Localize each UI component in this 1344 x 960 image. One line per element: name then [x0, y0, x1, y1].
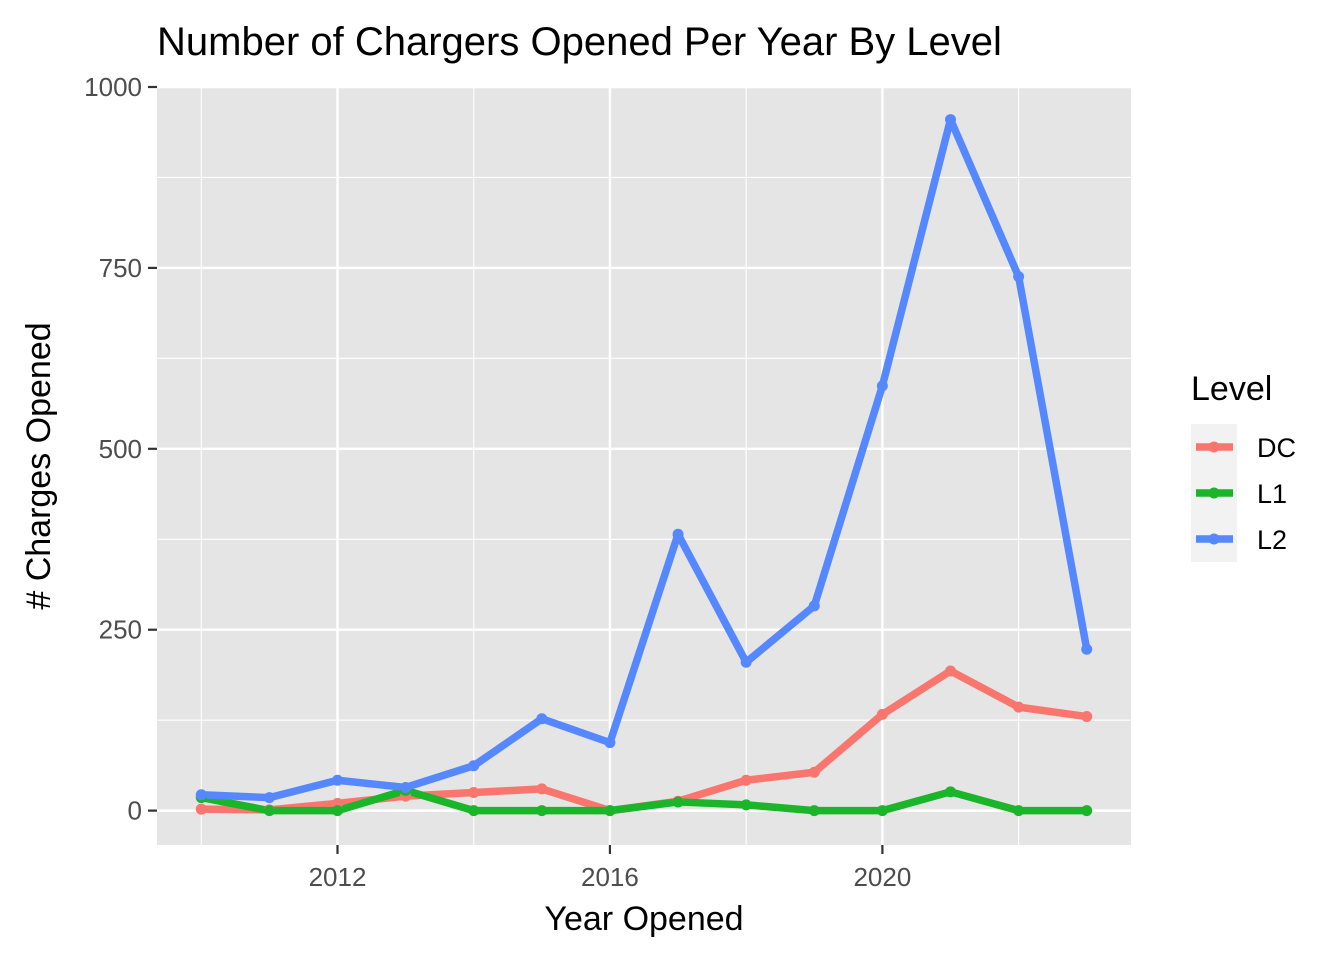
- data-point-dc: [945, 665, 957, 677]
- data-point-l1: [945, 786, 957, 798]
- data-point-l1: [1013, 805, 1025, 817]
- data-point-dc: [1013, 701, 1025, 713]
- data-point-l2: [1013, 271, 1025, 283]
- data-point-l2: [945, 114, 957, 126]
- data-point-l2: [1081, 643, 1093, 655]
- data-point-l2: [195, 789, 207, 801]
- legend-title: Level: [1191, 370, 1272, 408]
- legend-key-point-l1: [1208, 487, 1220, 499]
- y-tick-label: 500: [99, 434, 142, 464]
- data-point-l1: [808, 805, 820, 817]
- data-point-l1: [876, 805, 888, 817]
- legend-item-dc: DC: [1191, 424, 1296, 470]
- data-point-dc: [536, 783, 548, 795]
- data-point-dc: [740, 774, 752, 786]
- legend-key-point-dc: [1208, 441, 1220, 453]
- x-tick-label: 2012: [309, 862, 367, 892]
- data-point-l1: [604, 805, 616, 817]
- y-tick-label: 250: [99, 615, 142, 645]
- legend-items: DC L1 L2: [1191, 424, 1296, 562]
- data-point-dc: [195, 803, 207, 815]
- data-point-l1: [468, 805, 480, 817]
- data-point-l1: [740, 799, 752, 811]
- data-point-l1: [331, 805, 343, 817]
- x-axis-label: Year Opened: [544, 900, 743, 938]
- legend-key-point-l2: [1208, 533, 1220, 545]
- legend-label-l2: L2: [1257, 525, 1287, 555]
- plot-panel: [157, 87, 1131, 845]
- data-point-l1: [1081, 805, 1093, 817]
- data-point-l2: [740, 656, 752, 668]
- data-point-dc: [876, 708, 888, 720]
- data-point-l2: [672, 528, 684, 540]
- data-point-l1: [263, 805, 275, 817]
- y-tick-label: 750: [99, 253, 142, 283]
- data-point-l1: [672, 796, 684, 808]
- series-points: [195, 114, 1093, 817]
- data-point-dc: [468, 787, 480, 799]
- data-point-l2: [468, 760, 480, 772]
- data-point-l2: [876, 380, 888, 392]
- data-point-dc: [1081, 711, 1093, 723]
- x-axis: 2012 2016 2020: [309, 845, 911, 892]
- data-point-l2: [400, 781, 412, 793]
- legend: Level DC L1 L2: [1191, 370, 1296, 562]
- legend-item-l2: L2: [1191, 516, 1287, 562]
- data-point-dc: [808, 766, 820, 778]
- y-tick-label: 1000: [84, 72, 142, 102]
- chart-title: Number of Chargers Opened Per Year By Le…: [157, 20, 1002, 64]
- series-line-l1: [200, 786, 1087, 815]
- y-axis-label: # Charges Opened: [20, 322, 58, 609]
- legend-item-l1: L1: [1191, 470, 1287, 516]
- data-point-l2: [263, 792, 275, 804]
- x-tick-label: 2016: [581, 862, 639, 892]
- data-point-l2: [604, 737, 616, 749]
- grid-minor: [157, 87, 1131, 845]
- legend-label-l1: L1: [1257, 479, 1287, 509]
- data-point-l2: [536, 713, 548, 725]
- y-tick-label: 0: [128, 796, 142, 826]
- data-point-l2: [331, 774, 343, 786]
- series-line-l2: [201, 115, 1091, 802]
- y-axis: 0 250 500 750 1000: [84, 72, 157, 826]
- series-lines: [200, 115, 1091, 815]
- x-tick-label: 2020: [853, 862, 911, 892]
- data-point-l1: [536, 805, 548, 817]
- data-point-l2: [808, 600, 820, 612]
- legend-label-dc: DC: [1257, 433, 1296, 463]
